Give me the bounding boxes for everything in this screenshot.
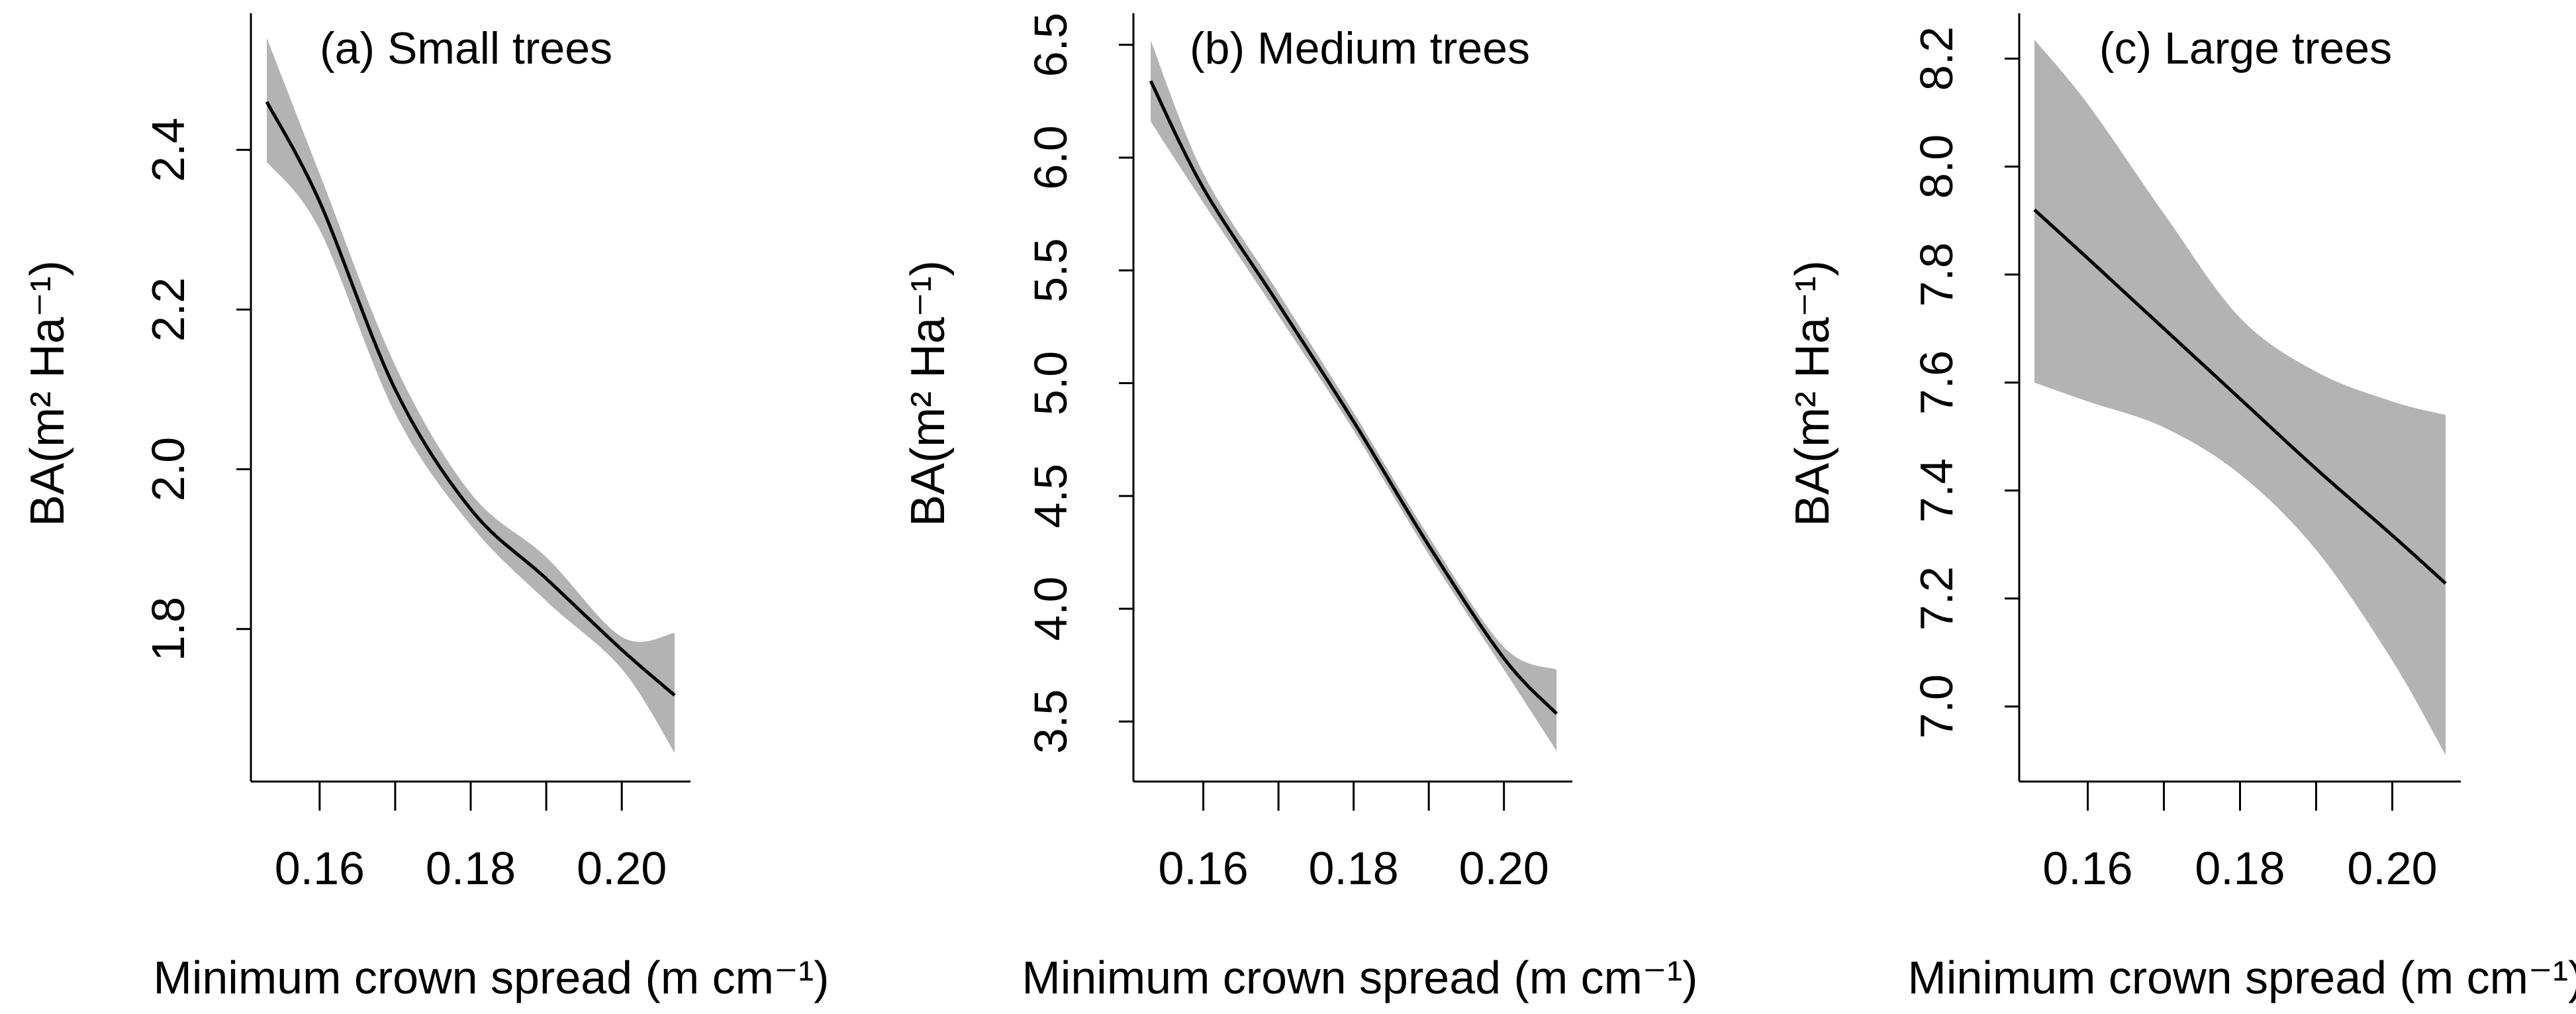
x-axis-label: Minimum crown spread (m cm⁻¹): [154, 952, 830, 1003]
y-tick-label: 8.2: [1911, 26, 1962, 91]
x-tick-label: 0.16: [2042, 842, 2132, 894]
y-axis-label: BA(m² Ha⁻¹): [902, 260, 955, 527]
panel-title: (b) Medium trees: [1190, 23, 1530, 74]
y-tick-label: 5.5: [1025, 238, 1076, 303]
x-tick-label: 0.18: [1309, 842, 1399, 894]
y-tick-label: 2.2: [142, 278, 194, 342]
y-tick-label: 6.0: [1025, 125, 1076, 189]
y-axis-label: BA(m² Ha⁻¹): [1786, 260, 1839, 527]
y-axis-label: BA(m² Ha⁻¹): [21, 260, 74, 527]
fitted-line: [265, 101, 676, 697]
panel-a: 1.8 2.0 2.2 2.4 0.16 0.18 0.20 (a) Small trees M…: [21, 13, 829, 1003]
panel-c: 7.0 7.2 7.4 7.6 7.8 8.0 8.2 0.16 0.18 0.20 (c) Lar…: [1786, 13, 2576, 1003]
y-tick-label: 1.8: [142, 597, 194, 661]
x-tick-label: 0.16: [1158, 842, 1248, 894]
x-axis-label: Minimum crown spread (m cm⁻¹): [1908, 952, 2576, 1003]
panel-b: 3.5 4.0 4.5 5.0 5.5 6.0 6.5 0.16 0.18 0.20 (b) Med…: [902, 13, 1697, 1003]
panel-title: (c) Large trees: [2099, 23, 2392, 74]
x-tick-label: 0.20: [1459, 842, 1549, 894]
fitted-line: [2033, 208, 2447, 585]
y-tick-label: 7.4: [1911, 458, 1962, 523]
confidence-band: [1151, 40, 1557, 751]
y-tick-label: 7.8: [1911, 242, 1962, 307]
y-tick-label: 7.6: [1911, 350, 1962, 415]
y-tick-label: 5.0: [1025, 351, 1076, 415]
y-tick-label: 7.2: [1911, 566, 1962, 631]
x-tick-label: 0.20: [577, 842, 667, 894]
y-tick-label: 4.5: [1025, 464, 1076, 528]
x-axis-label: Minimum crown spread (m cm⁻¹): [1022, 952, 1698, 1003]
x-tick-label: 0.18: [2195, 842, 2285, 894]
y-tick-label: 8.0: [1911, 134, 1962, 199]
y-tick-label: 2.4: [142, 118, 194, 182]
y-tick-label: 4.0: [1025, 576, 1076, 640]
x-tick-label: 0.16: [275, 842, 365, 894]
fitted-line: [1149, 80, 1558, 715]
x-tick-label: 0.20: [2347, 842, 2437, 894]
y-tick-label: 6.5: [1025, 13, 1076, 77]
panel-title: (a) Small trees: [320, 23, 612, 74]
y-tick-label: 3.5: [1025, 689, 1076, 754]
confidence-band: [266, 38, 675, 753]
y-tick-label: 7.0: [1911, 674, 1962, 738]
y-tick-label: 2.0: [142, 437, 194, 501]
x-tick-label: 0.18: [426, 842, 516, 894]
